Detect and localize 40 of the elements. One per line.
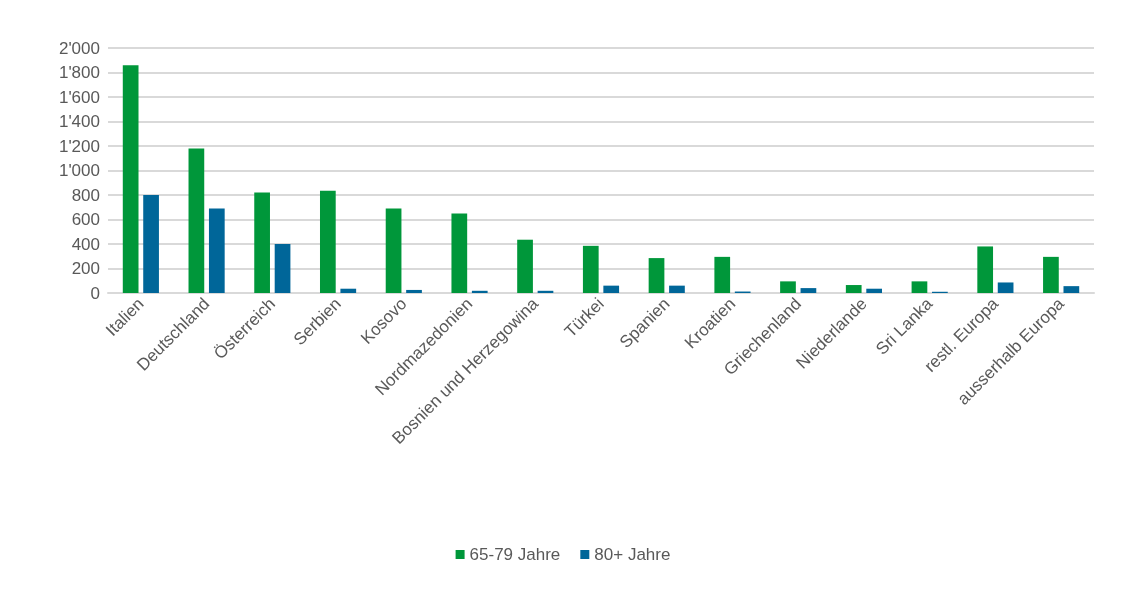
y-tick-label: 0: [90, 283, 100, 303]
bar: [780, 281, 796, 293]
bar: [340, 288, 357, 293]
legend-label: 65-79 Jahre: [469, 545, 561, 564]
bar: [471, 290, 488, 293]
bar: [451, 213, 468, 293]
y-tick-label: 1'400: [58, 112, 100, 131]
bar: [800, 288, 817, 293]
bar: [406, 289, 422, 293]
bar: [911, 281, 928, 293]
bar: [845, 285, 862, 293]
bar: [188, 148, 205, 293]
y-tick-label: 200: [71, 259, 100, 278]
bar: [122, 65, 139, 293]
bar: [517, 239, 533, 293]
bar: [669, 285, 685, 293]
bar: [603, 285, 620, 293]
y-tick-label: 1'000: [58, 161, 100, 180]
y-tick-label: 400: [71, 234, 100, 254]
bar: [319, 190, 336, 293]
bar: [274, 244, 291, 293]
bar: [582, 245, 599, 293]
bar: [1063, 286, 1080, 293]
bar: [143, 195, 159, 293]
y-tick-label: 600: [71, 210, 100, 229]
y-tick-label: 1'800: [58, 63, 100, 82]
y-tick-label: 1'200: [58, 136, 100, 156]
y-tick-label: 2'000: [58, 38, 100, 58]
bar: [1043, 256, 1059, 293]
bar: [866, 288, 883, 293]
bar: [977, 246, 994, 293]
bar: [997, 282, 1014, 293]
y-tick-label: 800: [71, 185, 100, 205]
y-tick-label: 1'600: [58, 87, 100, 107]
bar: [208, 208, 225, 293]
bar: [714, 256, 731, 293]
legend-label: 80+ Jahre: [594, 545, 671, 564]
bar: [648, 258, 665, 293]
bar: [385, 208, 402, 293]
bar: [254, 192, 270, 293]
